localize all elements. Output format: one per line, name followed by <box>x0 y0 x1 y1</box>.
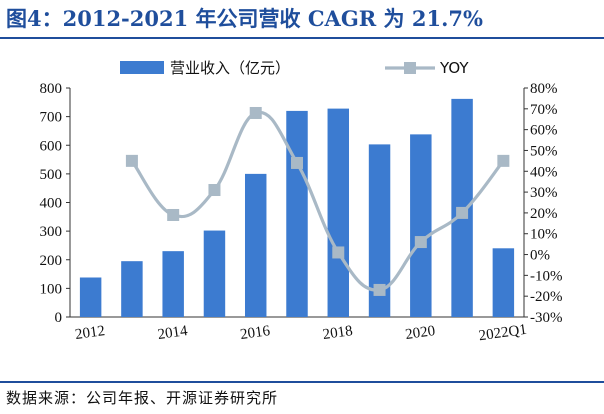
source-divider <box>0 381 604 383</box>
title-divider <box>0 37 604 39</box>
right-tick-label: 0% <box>530 248 550 264</box>
yoy-point <box>332 246 345 259</box>
left-tick-label: 300 <box>40 224 63 240</box>
data-source: 数据来源：公司年报、开源证券研究所 <box>6 389 279 407</box>
right-tick-label: 40% <box>530 164 558 180</box>
right-tick-label: 10% <box>530 227 558 243</box>
right-tick-label: -30% <box>530 310 563 326</box>
left-tick-label: 800 <box>40 81 63 97</box>
yoy-point <box>497 154 510 167</box>
bar <box>79 277 102 317</box>
bar <box>410 134 432 317</box>
yoy-point <box>456 206 469 219</box>
yoy-point <box>291 156 303 169</box>
right-tick-label: 50% <box>530 143 558 159</box>
right-tick-label: -20% <box>530 289 563 305</box>
x-tick-label: 2014 <box>157 323 189 343</box>
yoy-point <box>414 236 427 249</box>
bar <box>368 144 391 317</box>
yoy-point <box>249 106 262 119</box>
x-tick-label: 2018 <box>322 323 354 343</box>
bar <box>244 173 267 317</box>
right-tick-label: 60% <box>530 123 558 139</box>
figure-title: 图4：2012-2021 年公司营收 CAGR 为 21.7% <box>6 6 483 31</box>
yoy-line <box>130 110 505 292</box>
right-tick-label: 70% <box>530 102 558 118</box>
x-tick-label: 2022Q1 <box>478 322 528 345</box>
right-tick-label: 20% <box>530 206 558 222</box>
left-tick-label: 500 <box>40 167 63 183</box>
left-tick-label: 400 <box>40 196 63 212</box>
right-tick-label: 80% <box>530 81 558 97</box>
legend-line-label: YOY <box>439 59 469 77</box>
yoy-point <box>373 283 386 296</box>
x-tick-label: 2020 <box>404 323 436 343</box>
yoy-point <box>167 208 180 221</box>
legend-bar-swatch <box>120 61 164 74</box>
left-tick-label: 0 <box>55 310 63 326</box>
left-tick-label: 200 <box>40 253 63 269</box>
bar <box>203 230 226 317</box>
x-tick-label: 2016 <box>239 323 271 343</box>
yoy-point <box>208 184 221 197</box>
left-tick-label: 700 <box>40 110 63 126</box>
left-tick-label: 100 <box>40 281 63 297</box>
bar <box>121 261 143 317</box>
yoy-point <box>125 154 138 167</box>
left-tick-label: 600 <box>40 138 63 154</box>
x-tick-label: 2012 <box>74 323 106 343</box>
bar <box>327 108 350 317</box>
bar <box>162 251 184 317</box>
legend-bar-label: 营业收入（亿元） <box>170 59 290 77</box>
bar <box>492 248 515 317</box>
right-tick-label: 30% <box>530 185 558 201</box>
right-tick-label: -10% <box>530 268 563 284</box>
legend-line-marker <box>404 62 416 74</box>
bar <box>286 110 308 318</box>
